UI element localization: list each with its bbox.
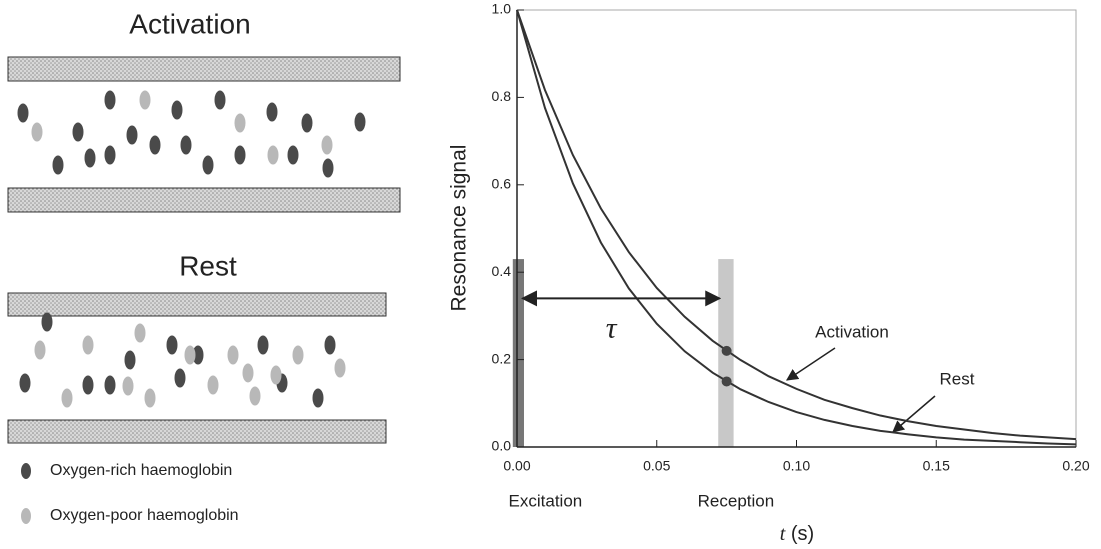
haemoglobin — [324, 335, 336, 355]
haemoglobin — [322, 158, 334, 178]
haemoglobin — [234, 113, 246, 133]
vessel-wall — [7, 419, 387, 444]
haemoglobin — [301, 113, 313, 133]
haemoglobin-group — [17, 90, 366, 178]
x-axis-variable: t — [780, 523, 786, 545]
haemoglobin — [166, 335, 178, 355]
vessel-wall — [7, 187, 401, 213]
haemoglobin — [122, 376, 134, 396]
haemoglobin — [321, 135, 333, 155]
haemoglobin — [242, 363, 254, 383]
haemoglobin — [52, 155, 64, 175]
haemoglobin — [174, 368, 186, 388]
haemoglobin — [214, 90, 226, 110]
y-axis-label: Resonance signal — [448, 145, 471, 312]
haemoglobin — [184, 345, 196, 365]
haemoglobin — [61, 388, 73, 408]
haemoglobin — [84, 148, 96, 168]
annotation-arrow — [786, 347, 836, 381]
haemoglobin — [31, 122, 43, 142]
vessel-wall — [7, 56, 401, 82]
diagram: Activation Rest Oxygen-rich haemoglobin … — [7, 8, 401, 524]
y-tick-label: 0.6 — [492, 176, 512, 192]
haemoglobin — [82, 375, 94, 395]
diagram-title: Rest — [179, 250, 237, 281]
haemoglobin — [104, 90, 116, 110]
curve-label: Rest — [940, 369, 975, 388]
legend-label: Oxygen-poor haemoglobin — [50, 507, 239, 524]
haemoglobin — [124, 350, 136, 370]
legend-swatch — [21, 463, 31, 479]
haemoglobin — [207, 375, 219, 395]
sample-point — [721, 345, 732, 356]
haemoglobin — [134, 323, 146, 343]
haemoglobin — [249, 386, 261, 406]
x-axis-unit: (s) — [791, 523, 814, 545]
haemoglobin — [270, 365, 282, 385]
haemoglobin — [82, 335, 94, 355]
haemoglobin — [202, 155, 214, 175]
haemoglobin — [266, 102, 278, 122]
x-tick-label: 0.05 — [643, 458, 670, 474]
haemoglobin — [41, 312, 53, 332]
haemoglobin — [34, 340, 46, 360]
plot-frame — [516, 9, 1077, 448]
haemoglobin — [234, 145, 246, 165]
haemoglobin — [292, 345, 304, 365]
annotation-arrow — [892, 395, 936, 433]
haemoglobin — [72, 122, 84, 142]
interval-label: τ — [606, 311, 618, 344]
y-tick-label: 0.4 — [492, 263, 512, 279]
haemoglobin-group — [19, 312, 346, 408]
haemoglobin — [354, 112, 366, 132]
haemoglobin — [104, 375, 116, 395]
band-label: Excitation — [509, 491, 583, 510]
vessel-wall — [7, 292, 387, 317]
haemoglobin — [171, 100, 183, 120]
y-tick-label: 0.8 — [492, 88, 512, 104]
y-tick-label: 0.0 — [492, 438, 512, 454]
legend-label: Oxygen-rich haemoglobin — [50, 462, 232, 479]
haemoglobin — [17, 103, 29, 123]
haemoglobin — [139, 90, 151, 110]
haemoglobin — [104, 145, 116, 165]
x-axis-label: t (s) — [780, 523, 814, 546]
sample-point — [721, 376, 732, 387]
haemoglobin — [144, 388, 156, 408]
diagram-title: Activation — [129, 8, 250, 39]
x-tick-label: 0.20 — [1062, 458, 1089, 474]
haemoglobin — [334, 358, 346, 378]
haemoglobin — [287, 145, 299, 165]
band-label: Reception — [698, 491, 775, 510]
haemoglobin — [149, 135, 161, 155]
haemoglobin — [19, 373, 31, 393]
curve-label: Activation — [815, 322, 889, 341]
curve — [516, 9, 1077, 441]
y-tick-label: 0.2 — [492, 350, 512, 366]
x-tick-label: 0.15 — [923, 458, 950, 474]
haemoglobin — [227, 345, 239, 365]
haemoglobin — [312, 388, 324, 408]
x-tick-label: 0.00 — [503, 458, 530, 474]
haemoglobin — [180, 135, 192, 155]
legend-swatch — [21, 508, 31, 524]
time-band — [512, 259, 524, 447]
haemoglobin — [126, 125, 138, 145]
haemoglobin — [192, 345, 204, 365]
haemoglobin — [267, 145, 279, 165]
chart: Resonance signal t (s) Activation Rest E… — [448, 1, 1090, 546]
curve — [516, 9, 1077, 446]
haemoglobin — [257, 335, 269, 355]
y-tick-label: 1.0 — [492, 1, 512, 17]
x-tick-label: 0.10 — [783, 458, 810, 474]
